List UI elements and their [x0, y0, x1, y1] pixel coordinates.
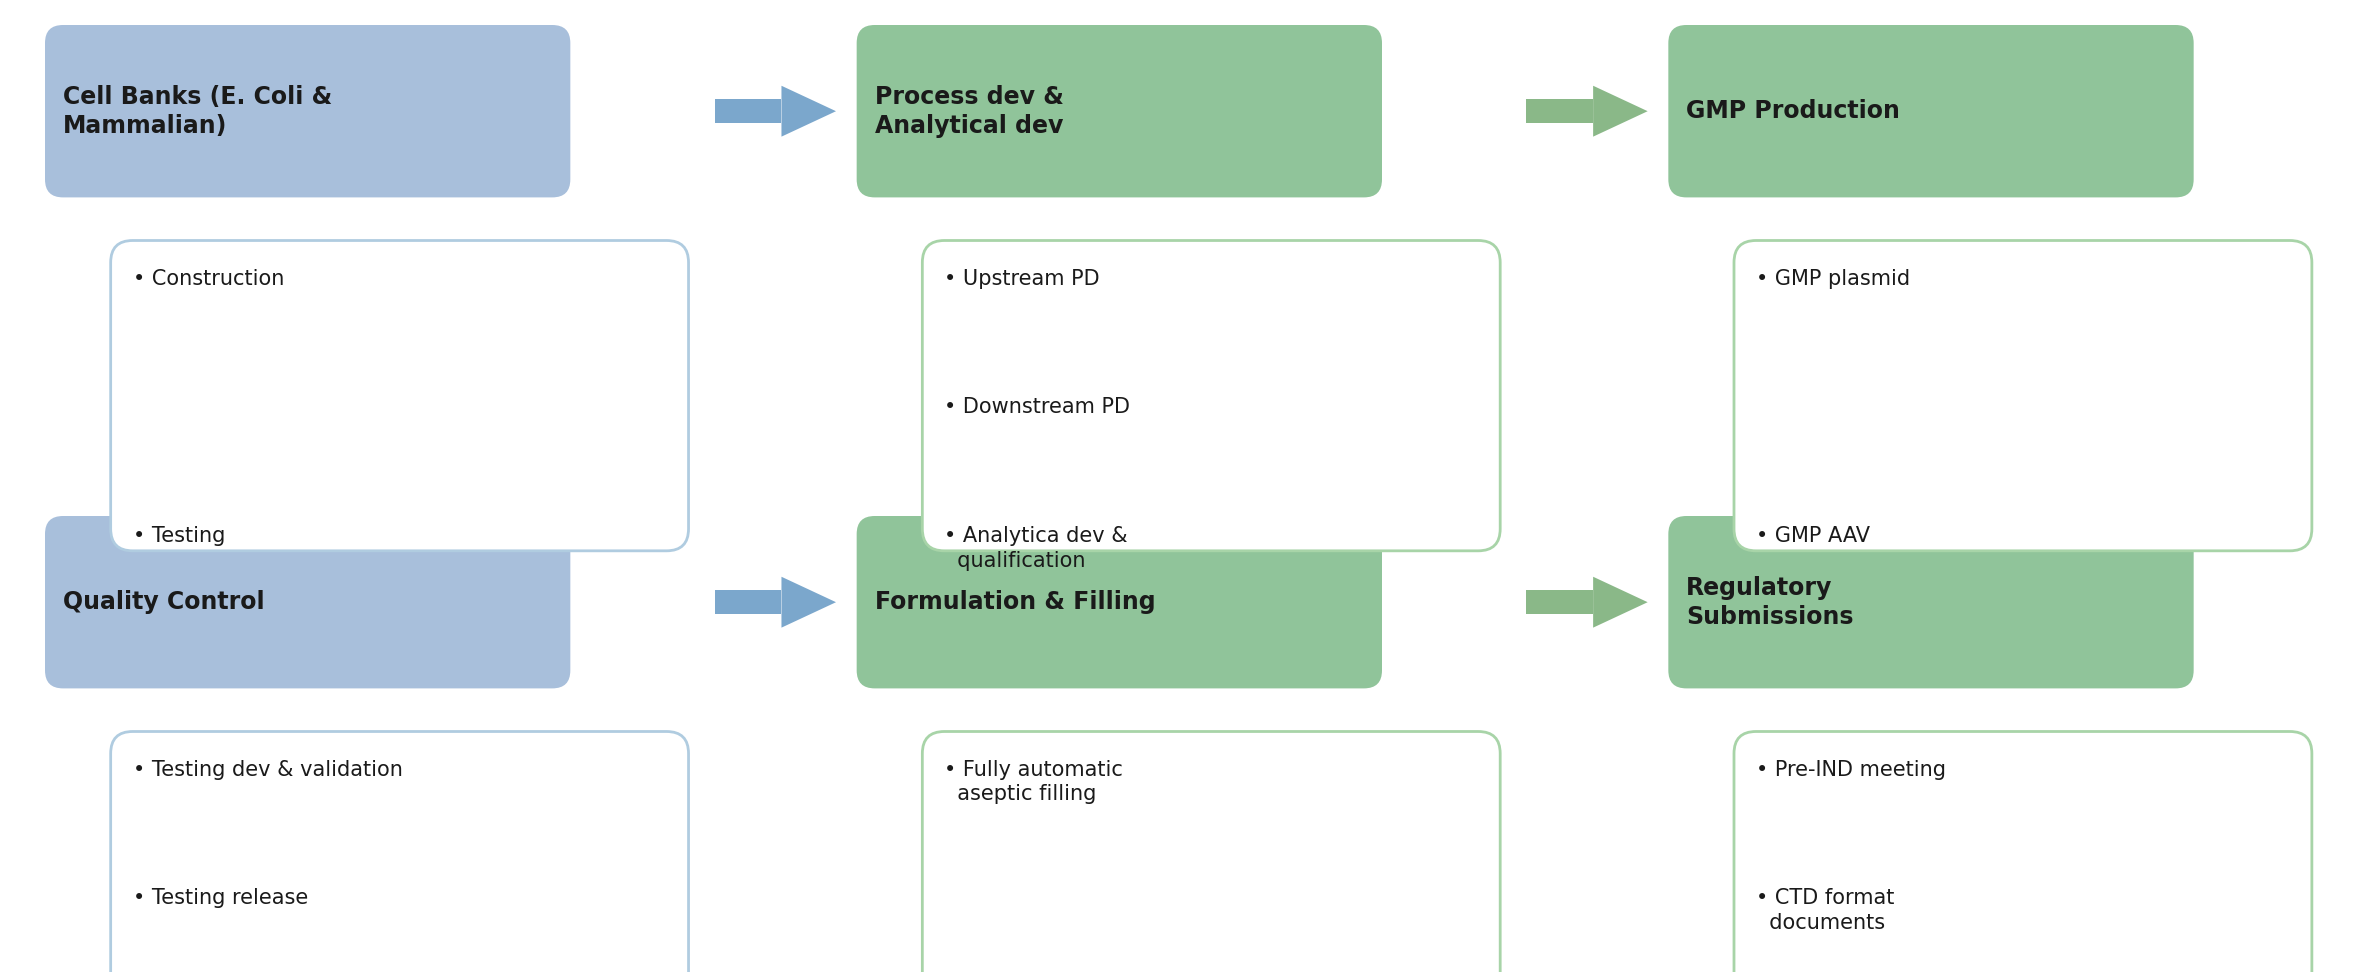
Text: GMP Production: GMP Production: [1687, 99, 1900, 123]
Polygon shape: [1527, 99, 1593, 123]
Polygon shape: [1527, 590, 1593, 614]
Text: Quality Control: Quality Control: [64, 590, 264, 614]
FancyBboxPatch shape: [111, 240, 689, 551]
FancyBboxPatch shape: [923, 732, 1501, 972]
Text: • GMP AAV: • GMP AAV: [1756, 526, 1869, 546]
FancyBboxPatch shape: [45, 25, 571, 197]
Text: • Fully automatic
  aseptic filling: • Fully automatic aseptic filling: [944, 759, 1123, 804]
Text: • Analytica dev &
  qualification: • Analytica dev & qualification: [944, 526, 1128, 571]
Text: • GMP plasmid: • GMP plasmid: [1756, 268, 1909, 289]
FancyBboxPatch shape: [45, 516, 571, 688]
Text: • Upstream PD: • Upstream PD: [944, 268, 1100, 289]
Polygon shape: [715, 99, 781, 123]
Text: Regulatory
Submissions: Regulatory Submissions: [1687, 575, 1855, 629]
Text: • CTD format
  documents: • CTD format documents: [1756, 888, 1895, 933]
Text: Formulation & Filling: Formulation & Filling: [876, 590, 1156, 614]
Text: • Testing dev & validation: • Testing dev & validation: [132, 759, 404, 780]
FancyBboxPatch shape: [857, 25, 1383, 197]
FancyBboxPatch shape: [1669, 25, 2195, 197]
Text: • Testing: • Testing: [132, 526, 224, 546]
Text: • Construction: • Construction: [132, 268, 283, 289]
FancyBboxPatch shape: [857, 516, 1383, 688]
Polygon shape: [1593, 576, 1647, 628]
Text: • Downstream PD: • Downstream PD: [944, 398, 1130, 417]
Text: Process dev &
Analytical dev: Process dev & Analytical dev: [876, 85, 1064, 138]
Text: • Testing release: • Testing release: [132, 888, 307, 908]
Polygon shape: [781, 576, 835, 628]
Text: • Pre-IND meeting: • Pre-IND meeting: [1756, 759, 1947, 780]
FancyBboxPatch shape: [923, 240, 1501, 551]
Polygon shape: [715, 590, 781, 614]
Polygon shape: [1593, 86, 1647, 137]
Text: Cell Banks (E. Coli &
Mammalian): Cell Banks (E. Coli & Mammalian): [64, 85, 333, 138]
Polygon shape: [781, 86, 835, 137]
FancyBboxPatch shape: [111, 732, 689, 972]
FancyBboxPatch shape: [1669, 516, 2195, 688]
FancyBboxPatch shape: [1735, 732, 2313, 972]
FancyBboxPatch shape: [1735, 240, 2313, 551]
